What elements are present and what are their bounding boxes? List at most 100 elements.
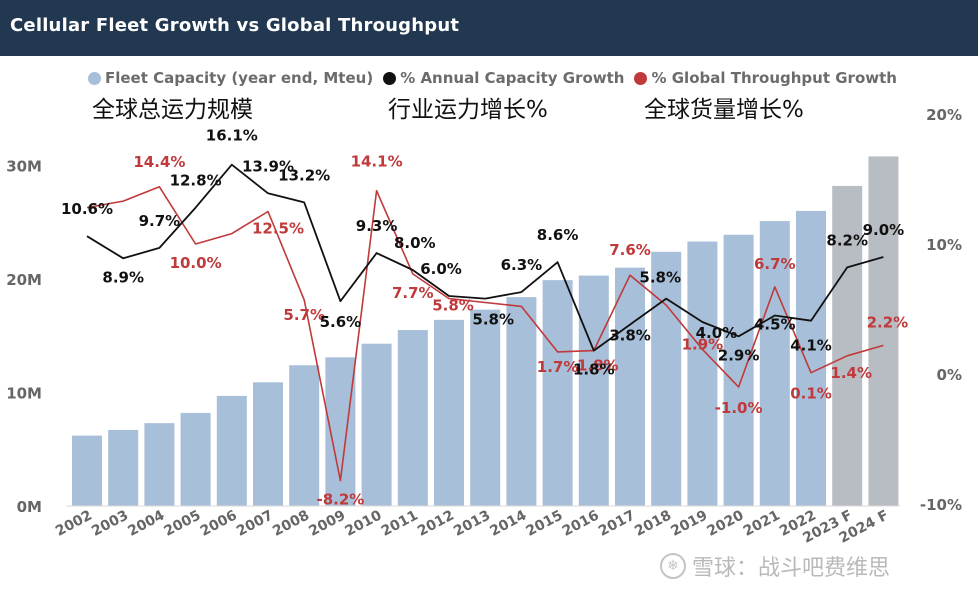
- capacity-growth-data-label: 13.9%: [242, 157, 294, 175]
- left-axis-tick-label: 20M: [6, 271, 42, 289]
- capacity-growth-data-label: 9.7%: [139, 212, 181, 230]
- fleet-capacity-bar[interactable]: [216, 395, 247, 506]
- fleet-capacity-bar[interactable]: [796, 210, 826, 506]
- fleet-capacity-bar[interactable]: [615, 267, 645, 506]
- throughput-growth-labels: 14.4%10.0%12.5%5.7%-8.2%14.1%7.7%5.8%1.7…: [133, 153, 908, 509]
- fleet-capacity-bar[interactable]: [578, 275, 609, 506]
- capacity-growth-data-label: 16.1%: [206, 127, 258, 145]
- capacity-growth-data-label: 12.8%: [170, 172, 222, 190]
- left-axis: 0M 10M 20M 30M: [6, 158, 42, 517]
- fleet-capacity-bar[interactable]: [253, 382, 283, 506]
- capacity-growth-data-label: 6.3%: [501, 256, 543, 274]
- throughput-growth-data-label: 1.7%: [537, 358, 579, 376]
- x-axis-tick-label: 2009: [306, 507, 348, 539]
- x-axis-tick-label: 2018: [632, 507, 674, 539]
- capacity-growth-data-label: 5.8%: [472, 311, 514, 329]
- throughput-growth-data-label: 1.9%: [682, 335, 724, 353]
- throughput-growth-data-label: 12.5%: [252, 220, 304, 238]
- annotation-capacity-growth-cn: 行业运力增长%: [388, 97, 548, 123]
- fleet-capacity-bar[interactable]: [470, 309, 501, 506]
- legend-label-capacity-growth: % Annual Capacity Growth: [400, 69, 625, 87]
- fleet-capacity-bar[interactable]: [868, 156, 899, 507]
- capacity-growth-data-label: 8.6%: [537, 226, 579, 244]
- x-axis-tick-label: 2010: [343, 507, 385, 540]
- capacity-growth-data-label: 4.5%: [754, 316, 796, 334]
- fleet-capacity-bar[interactable]: [72, 435, 102, 506]
- snowball-logo-icon: ❄: [660, 553, 686, 579]
- capacity-growth-data-label: 5.6%: [320, 313, 362, 331]
- throughput-growth-data-label: -1.0%: [715, 399, 763, 417]
- right-axis-tick-label: 10%: [926, 236, 962, 254]
- watermark-text: 雪球：战斗吧费维思: [692, 556, 891, 581]
- fleet-capacity-bar[interactable]: [361, 343, 392, 506]
- x-axis-tick-label: 2015: [524, 507, 566, 539]
- fleet-capacity-bar[interactable]: [397, 330, 428, 506]
- throughput-growth-data-label: 1.8%: [577, 357, 619, 375]
- left-axis-tick-label: 10M: [6, 385, 42, 403]
- capacity-growth-data-label: 5.8%: [639, 269, 681, 287]
- fleet-capacity-bar[interactable]: [289, 365, 320, 506]
- legend-item-capacity-growth[interactable]: % Annual Capacity Growth: [383, 69, 624, 87]
- legend-marker-capacity-growth: [383, 71, 397, 85]
- right-axis-tick-label: 0%: [937, 366, 962, 384]
- fleet-capacity-bar[interactable]: [687, 241, 718, 507]
- legend-label-throughput-growth: % Global Throughput Growth: [651, 69, 897, 87]
- fleet-capacity-bar[interactable]: [759, 221, 790, 507]
- left-axis-tick-label: 0M: [17, 498, 42, 516]
- throughput-growth-data-label: 5.7%: [283, 306, 325, 324]
- throughput-growth-data-label: 14.1%: [351, 153, 403, 171]
- capacity-growth-data-label: 8.0%: [394, 234, 436, 252]
- fleet-capacity-bar[interactable]: [108, 429, 139, 506]
- x-axis-tick-label: 2003: [89, 507, 131, 539]
- capacity-growth-data-label: 10.6%: [61, 200, 113, 218]
- capacity-growth-labels: 10.6% 8.9% 9.7% 12.8% 16.1% 13.9%13.2% 5.6% 9.3…: [61, 127, 904, 379]
- annotation-fleet-cn: 全球总运力规模: [92, 97, 253, 123]
- throughput-growth-data-label: 1.4%: [830, 364, 872, 382]
- fleet-capacity-bar[interactable]: [180, 412, 211, 506]
- fleet-capacity-bar[interactable]: [542, 280, 573, 506]
- throughput-growth-data-label: 7.6%: [609, 241, 651, 259]
- legend-label-fleet-capacity: Fleet Capacity (year end, Mteu): [105, 69, 374, 87]
- left-axis-tick-label: 30M: [6, 158, 42, 176]
- capacity-growth-data-label: 3.8%: [609, 327, 651, 345]
- capacity-growth-series: [86, 163, 884, 352]
- legend-marker-throughput-growth: [634, 71, 648, 85]
- fleet-capacity-bar[interactable]: [651, 251, 682, 506]
- x-axis-tick-label: 2011: [379, 507, 421, 539]
- fleet-capacity-bar[interactable]: [832, 185, 863, 506]
- fleet-capacity-bar[interactable]: [723, 234, 754, 507]
- x-axis-tick-label: 2016: [560, 507, 602, 539]
- capacity-growth-data-label: 13.2%: [278, 166, 330, 184]
- title-bar: Cellular Fleet Growth vs Global Throughp…: [0, 0, 978, 56]
- legend-item-fleet-capacity[interactable]: Fleet Capacity (year end, Mteu): [88, 69, 373, 87]
- legend: Fleet Capacity (year end, Mteu) % Annual…: [88, 66, 897, 90]
- throughput-growth-series: [86, 186, 884, 482]
- x-axis: 2002200320042005200620072008200920102011…: [53, 507, 891, 546]
- fleet-capacity-bar[interactable]: [434, 319, 464, 506]
- chart-title: Cellular Fleet Growth vs Global Throughp…: [10, 15, 460, 36]
- capacity-growth-data-label: 9.0%: [863, 221, 905, 239]
- throughput-growth-data-label: 14.4%: [133, 153, 185, 171]
- x-axis-tick-label: 2008: [270, 507, 312, 539]
- fleet-capacity-bar[interactable]: [506, 297, 537, 506]
- throughput-growth-data-label: 7.7%: [392, 284, 434, 302]
- throughput-growth-data-label: 0.1%: [790, 385, 832, 403]
- x-axis-tick-label: 2014: [487, 507, 529, 540]
- fleet-capacity-bars: [66, 156, 900, 507]
- fleet-capacity-bar[interactable]: [144, 423, 175, 506]
- x-axis-tick-label: 2007: [234, 507, 276, 539]
- x-axis-tick-label: 2002: [53, 507, 95, 539]
- x-axis-tick-label: 2021: [741, 507, 783, 539]
- throughput-growth-data-label: -8.2%: [316, 491, 364, 509]
- right-axis: -10% 0% 10% 20%: [920, 106, 962, 514]
- watermark: ❄ 雪球：战斗吧费维思: [660, 550, 890, 582]
- throughput-growth-data-label: 5.8%: [432, 297, 474, 315]
- annotation-throughput-growth-cn: 全球货量增长%: [644, 97, 804, 123]
- throughput-growth-data-label: 10.0%: [170, 254, 222, 272]
- capacity-growth-data-label: 4.0%: [696, 324, 738, 342]
- x-axis-tick-label: 2012: [415, 507, 457, 539]
- capacity-growth-data-label: 8.9%: [102, 268, 144, 286]
- x-axis-tick-label: 2017: [596, 507, 638, 539]
- legend-item-throughput-growth[interactable]: % Global Throughput Growth: [634, 69, 897, 87]
- capacity-growth-data-label: 6.0%: [420, 260, 462, 278]
